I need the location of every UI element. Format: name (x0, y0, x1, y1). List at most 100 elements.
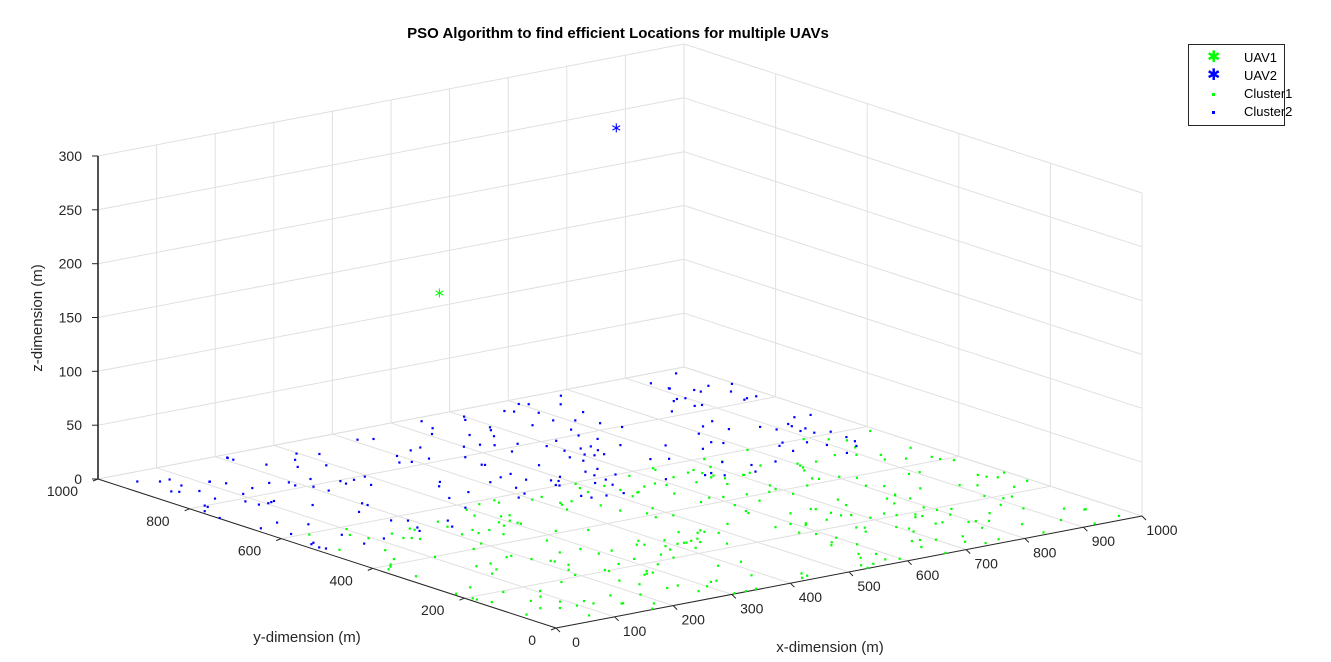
cluster1-point (582, 599, 586, 603)
cluster1-point (864, 484, 867, 487)
z-tick-label: 150 (59, 310, 83, 326)
cluster2-point (570, 428, 573, 431)
cluster2-point (488, 426, 492, 429)
cluster2-point (363, 542, 366, 545)
cluster1-point (983, 494, 986, 498)
cluster2-point (787, 422, 790, 426)
cluster1-point (894, 493, 897, 496)
grid-line (508, 400, 967, 551)
cluster1-point (883, 512, 886, 515)
legend-entry-cluster1: Cluster1 (1189, 85, 1292, 103)
cluster1-point (653, 482, 656, 485)
cluster2-point (499, 476, 502, 479)
cluster2-point (438, 480, 441, 483)
cluster1-point (895, 514, 898, 517)
cluster2-point (180, 484, 183, 487)
cluster2-point (419, 446, 422, 449)
cluster2-point (312, 541, 315, 544)
cluster2-point (357, 510, 361, 513)
uav2-marker (612, 123, 621, 133)
cluster2-point (537, 464, 541, 467)
cluster2-point (307, 523, 310, 526)
cluster2-point (675, 397, 678, 401)
grid-line (97, 366, 685, 480)
cluster1-point (384, 549, 387, 552)
point-marker-icon (1212, 111, 1215, 114)
cluster2-point (664, 478, 667, 481)
cluster1-point (883, 458, 886, 461)
cluster1-point (529, 599, 532, 602)
cluster1-point (869, 429, 872, 433)
cluster2-point (621, 425, 624, 429)
cluster1-point (712, 474, 715, 477)
cluster2-point (398, 461, 401, 464)
cluster1-point (491, 572, 494, 575)
cluster1-point (592, 602, 595, 605)
cluster1-point (392, 558, 395, 561)
cluster2-point (563, 449, 566, 452)
cluster2-point (251, 487, 254, 490)
cluster2-point (619, 444, 622, 447)
cluster1-point (694, 546, 697, 549)
cluster1-point (637, 490, 640, 494)
cluster2-point (813, 431, 816, 434)
y-tick-label: 200 (421, 602, 445, 618)
cluster1-point (722, 495, 725, 498)
cluster2-point (549, 479, 553, 482)
cluster2-point (759, 425, 762, 428)
cluster1-point (475, 598, 478, 601)
cluster1-point (1002, 471, 1006, 474)
cluster1-point (774, 526, 777, 529)
cluster1-point (860, 564, 863, 567)
cluster2-point (707, 384, 710, 387)
cluster2-point (244, 500, 247, 503)
cluster2-point (448, 496, 451, 500)
cluster2-point (312, 485, 315, 488)
cluster1-point (733, 504, 736, 507)
cluster2-point (510, 450, 514, 453)
cluster2-point (296, 465, 299, 468)
cluster1-point (854, 446, 857, 449)
cluster1-point (461, 533, 464, 536)
cluster2-point (446, 519, 449, 522)
cluster1-point (750, 574, 753, 577)
cluster1-point (918, 538, 922, 542)
point-marker-icon (1212, 93, 1215, 96)
cluster2-point (596, 437, 599, 440)
cluster2-point (295, 452, 298, 455)
cluster1-point (664, 545, 667, 548)
cluster1-point (603, 568, 606, 571)
cluster1-point (480, 542, 483, 545)
grid-line (273, 444, 732, 595)
cluster1-point (609, 594, 612, 597)
cluster1-point (672, 514, 675, 517)
cluster2-point (729, 390, 733, 393)
cluster1-point (859, 556, 862, 559)
cluster1-point (666, 586, 669, 590)
cluster2-point (294, 458, 297, 461)
axes (92, 155, 1147, 633)
cluster1-point (490, 601, 493, 604)
grid-line (449, 411, 908, 562)
cluster1-point (699, 501, 703, 504)
grid-line (683, 151, 1143, 302)
z-tick-label: 250 (59, 202, 83, 218)
cluster1-point (495, 568, 498, 571)
cluster1-point (958, 484, 961, 487)
cluster1-point (390, 532, 393, 535)
grid-line (566, 388, 1025, 539)
cluster2-point (339, 480, 342, 483)
cluster2-point (545, 445, 548, 448)
cluster2-point (568, 456, 571, 459)
cluster2-point (552, 419, 555, 422)
cluster2-point (517, 402, 520, 406)
x-tick-label: 1000 (1146, 522, 1177, 538)
x-tick-label: 400 (799, 589, 823, 605)
cluster1-point (941, 521, 944, 524)
cluster1-point (717, 564, 720, 567)
cluster1-point (497, 501, 501, 504)
cluster1-point (918, 471, 921, 474)
cluster2-point (276, 521, 279, 524)
cluster1-point (502, 524, 505, 527)
cluster1-point (914, 516, 917, 519)
